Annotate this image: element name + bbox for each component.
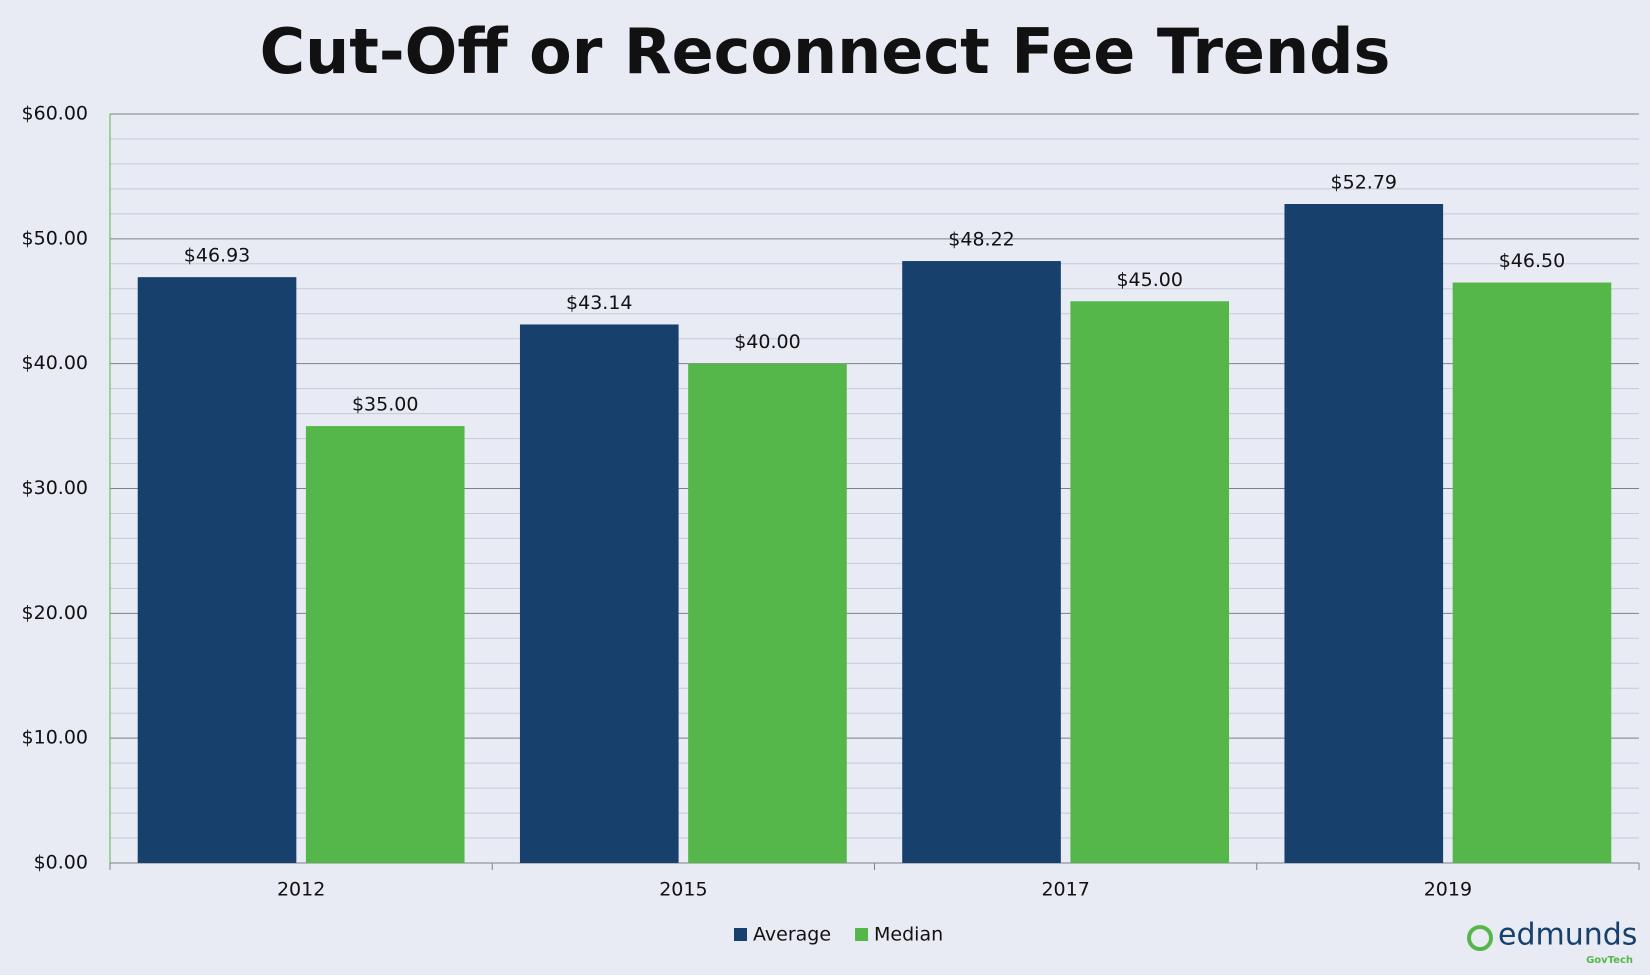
logo-tagline: GovTech xyxy=(1586,955,1633,966)
x-tick-label: 2012 xyxy=(277,879,325,901)
logo-icon xyxy=(1467,925,1493,951)
bar xyxy=(1070,301,1230,863)
chart-title: Cut-Off or Reconnect Fee Trends xyxy=(260,15,1391,88)
bar xyxy=(137,277,297,863)
y-tick-label: $0.00 xyxy=(34,852,88,874)
bar xyxy=(1452,282,1612,863)
value-label: $43.14 xyxy=(566,292,632,314)
value-label: $46.93 xyxy=(184,245,250,267)
value-label: $45.00 xyxy=(1116,269,1182,291)
value-label: $46.50 xyxy=(1499,250,1565,272)
y-tick-label: $40.00 xyxy=(22,352,88,374)
value-label: $52.79 xyxy=(1331,172,1397,194)
value-label: $35.00 xyxy=(352,394,418,416)
bar xyxy=(1284,204,1444,864)
value-label: $40.00 xyxy=(734,331,800,353)
legend-swatch xyxy=(855,928,869,941)
value-label: $48.22 xyxy=(948,229,1014,251)
x-tick-label: 2017 xyxy=(1041,879,1089,901)
bar xyxy=(902,261,1061,863)
logo-name: edmunds xyxy=(1498,918,1637,953)
logo: edmunds GovTech xyxy=(1467,918,1637,966)
bar xyxy=(519,324,679,863)
x-tick-label: 2015 xyxy=(659,879,707,901)
y-tick-label: $50.00 xyxy=(22,227,88,249)
y-tick-label: $20.00 xyxy=(22,602,88,624)
bar xyxy=(688,363,847,863)
bar xyxy=(305,426,465,863)
legend-swatch xyxy=(734,928,747,941)
y-tick-label: $60.00 xyxy=(22,103,88,125)
legend-label: Average xyxy=(753,924,831,946)
legend-label: Median xyxy=(874,924,943,946)
y-tick-label: $30.00 xyxy=(22,477,88,499)
y-tick-label: $10.00 xyxy=(22,727,88,749)
x-tick-label: 2019 xyxy=(1424,879,1472,901)
